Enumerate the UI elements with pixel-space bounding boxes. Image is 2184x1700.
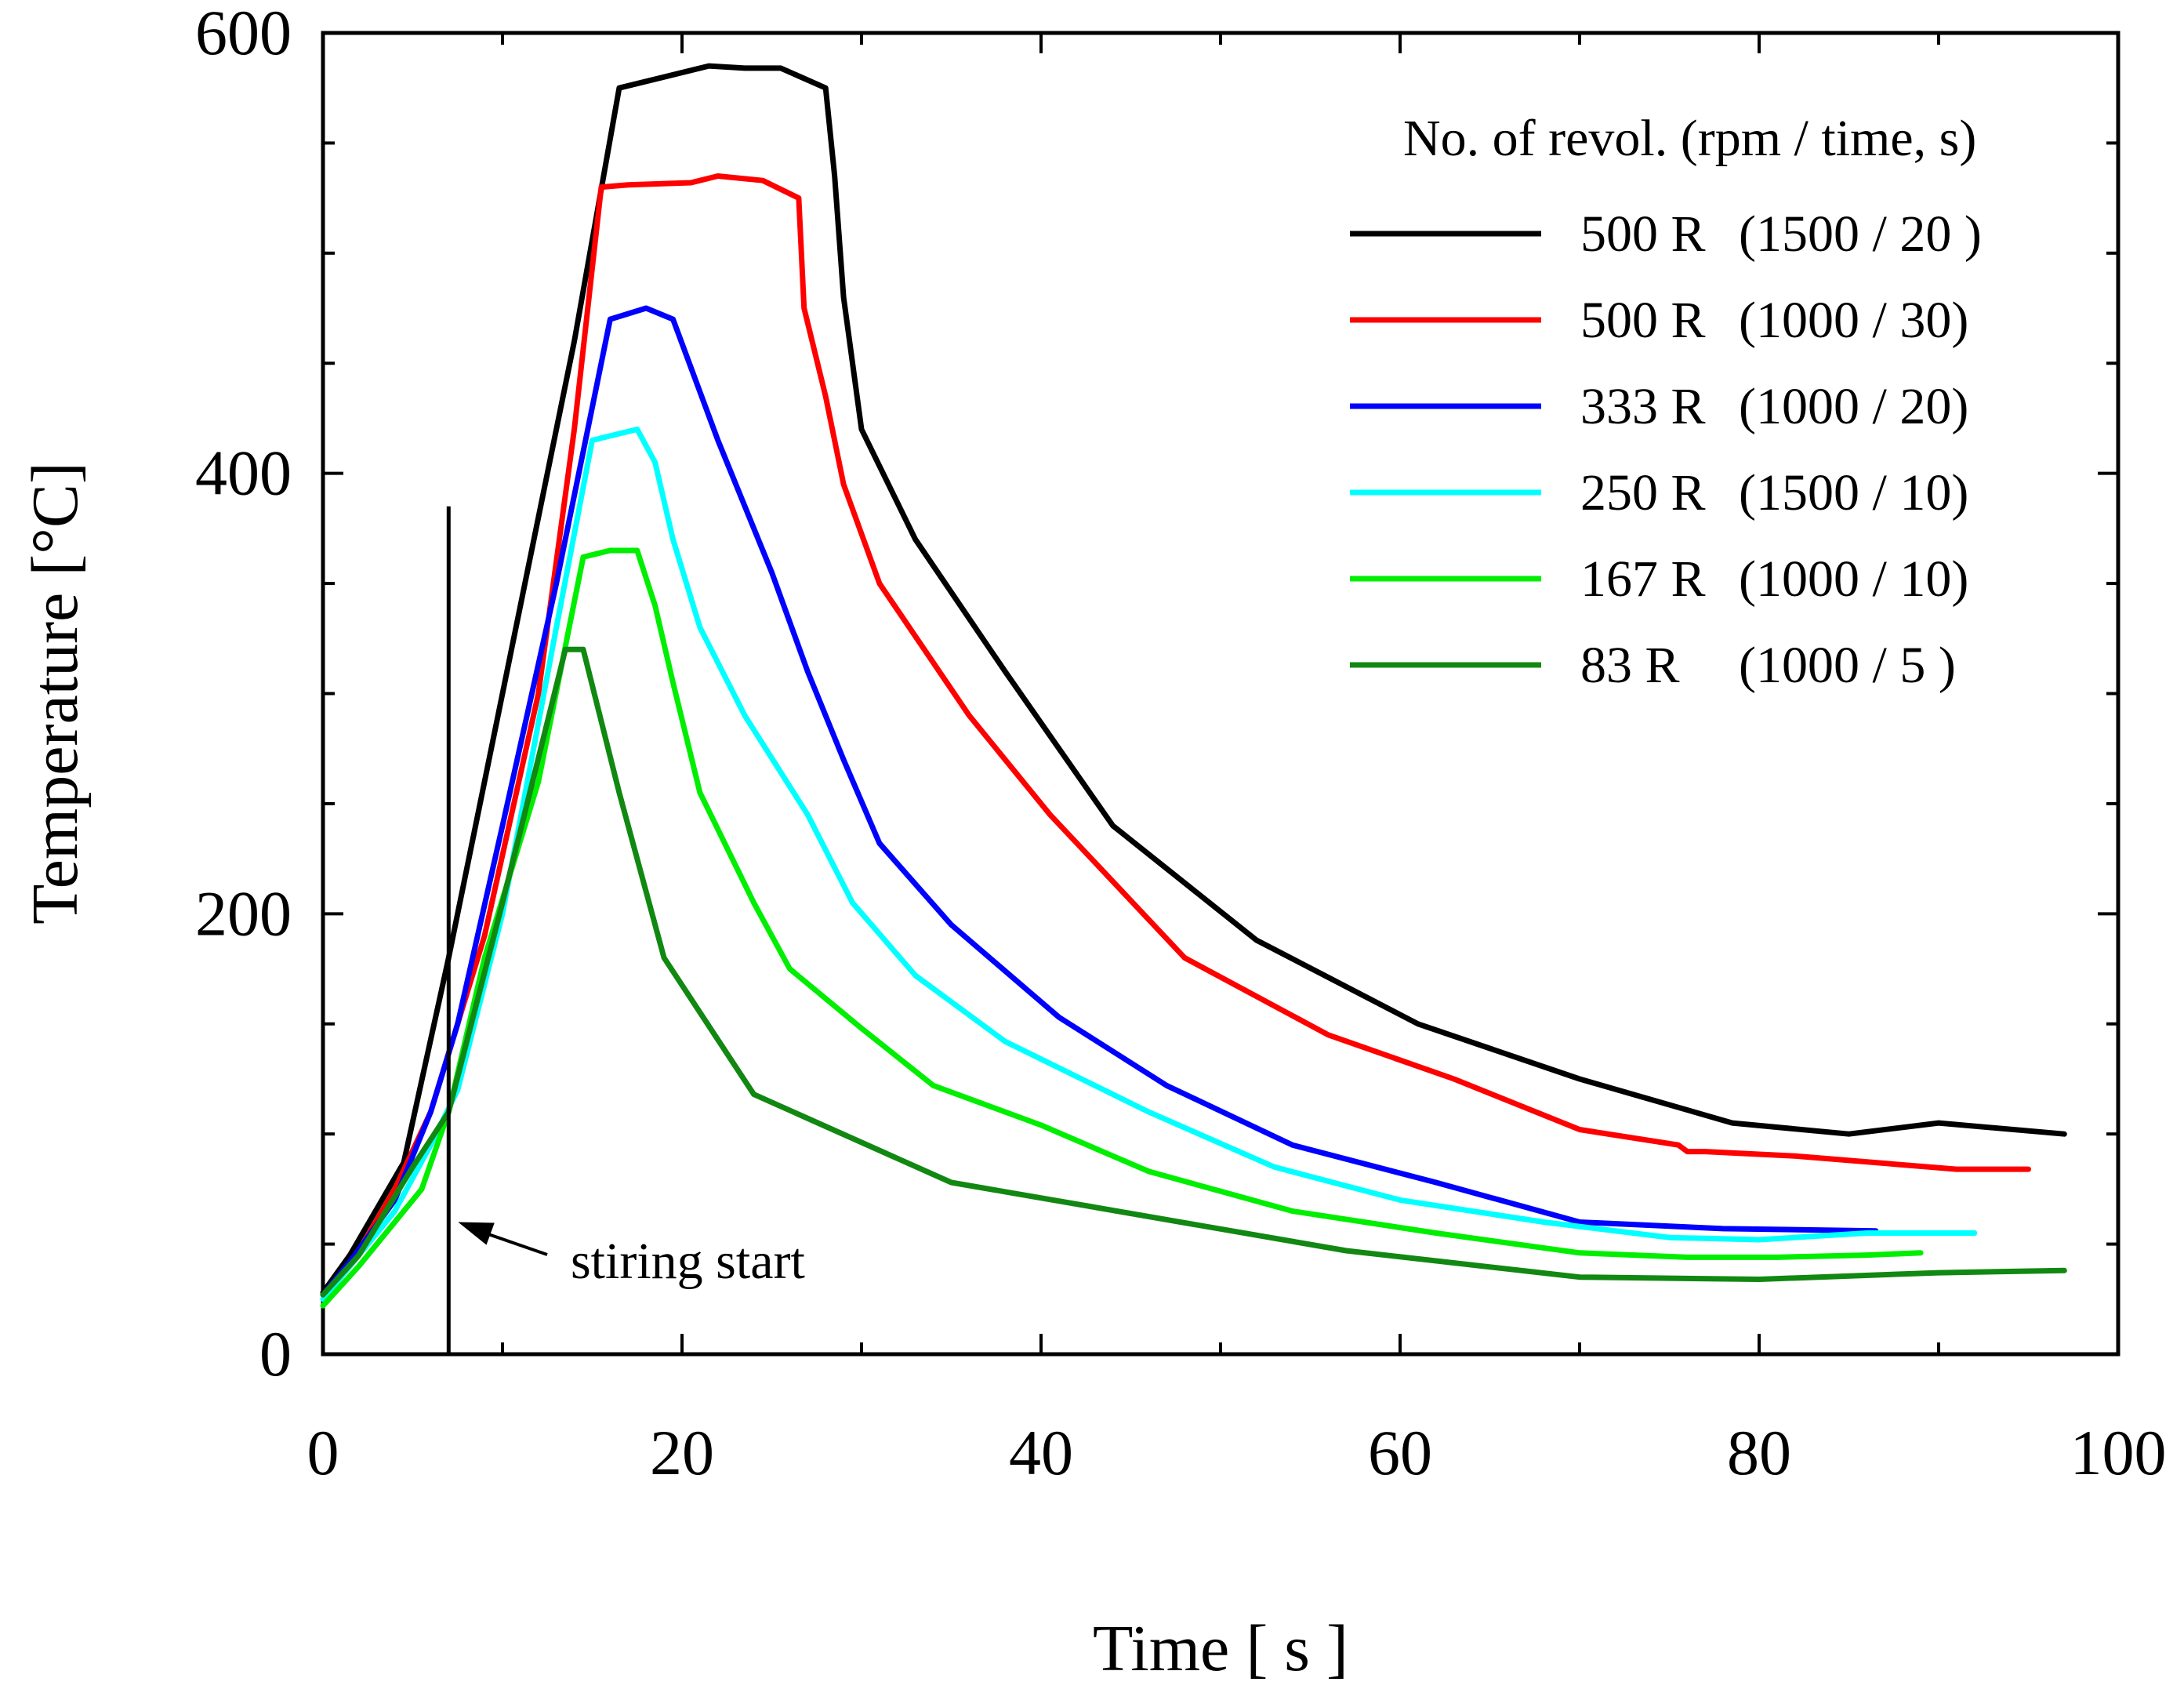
x-axis-title: Time [ s ] xyxy=(1093,1612,1348,1685)
stirring-start-arrowhead xyxy=(458,1222,495,1245)
stirring-start-annotation: stiring start xyxy=(446,506,805,1354)
y-axis-title: Temperature [°C] xyxy=(19,462,92,924)
series-line-6 xyxy=(320,646,2067,1298)
legend-label-rev: 500 R xyxy=(1580,292,1706,349)
data-series xyxy=(320,63,2067,1309)
legend-label-rev: 500 R xyxy=(1580,205,1706,263)
legend-label-setting: (1000 / 5 ) xyxy=(1739,637,1956,694)
legend-label-setting: (1000 / 20) xyxy=(1739,378,1968,435)
legend-label-rev: 167 R xyxy=(1580,550,1706,608)
y-tick-label: 400 xyxy=(195,438,292,509)
legend-label-rev: 333 R xyxy=(1580,378,1706,435)
legend-label-setting: (1500 / 10) xyxy=(1739,464,1968,521)
legend-label-rev: 83 R xyxy=(1580,637,1680,694)
y-tick-label: 600 xyxy=(195,0,292,68)
legend-label-setting: (1000 / 30) xyxy=(1739,292,1968,349)
legend: No. of revol. (rpm / time, s) 500 R (1500… xyxy=(1350,110,1982,694)
legend-title: No. of revol. (rpm / time, s) xyxy=(1403,110,1976,167)
series-line-2 xyxy=(320,173,2031,1302)
y-tick-label: 0 xyxy=(259,1318,292,1389)
series-line-5 xyxy=(320,547,1924,1309)
y-tick-label: 200 xyxy=(195,877,292,949)
legend-label-setting: (1000 / 10) xyxy=(1739,550,1968,608)
x-tick-label: 20 xyxy=(650,1417,714,1488)
series-line-1 xyxy=(320,63,2067,1295)
series-line-3 xyxy=(320,305,1879,1298)
axis-ticks xyxy=(321,31,2120,1356)
x-tick-label: 60 xyxy=(1368,1417,1432,1488)
legend-label-rev: 250 R xyxy=(1580,464,1706,521)
x-tick-label: 100 xyxy=(2070,1417,2167,1488)
x-tick-label: 80 xyxy=(1727,1417,1791,1488)
stirring-start-label: stiring start xyxy=(571,1233,805,1290)
axis-tick-labels: 0 20 40 60 80 100 0 200 400 600 xyxy=(195,0,2167,1488)
series-line-4 xyxy=(320,427,1978,1302)
x-tick-label: 0 xyxy=(307,1417,339,1488)
x-tick-label: 40 xyxy=(1009,1417,1073,1488)
legend-label-setting: (1500 / 20 ) xyxy=(1739,205,1982,263)
